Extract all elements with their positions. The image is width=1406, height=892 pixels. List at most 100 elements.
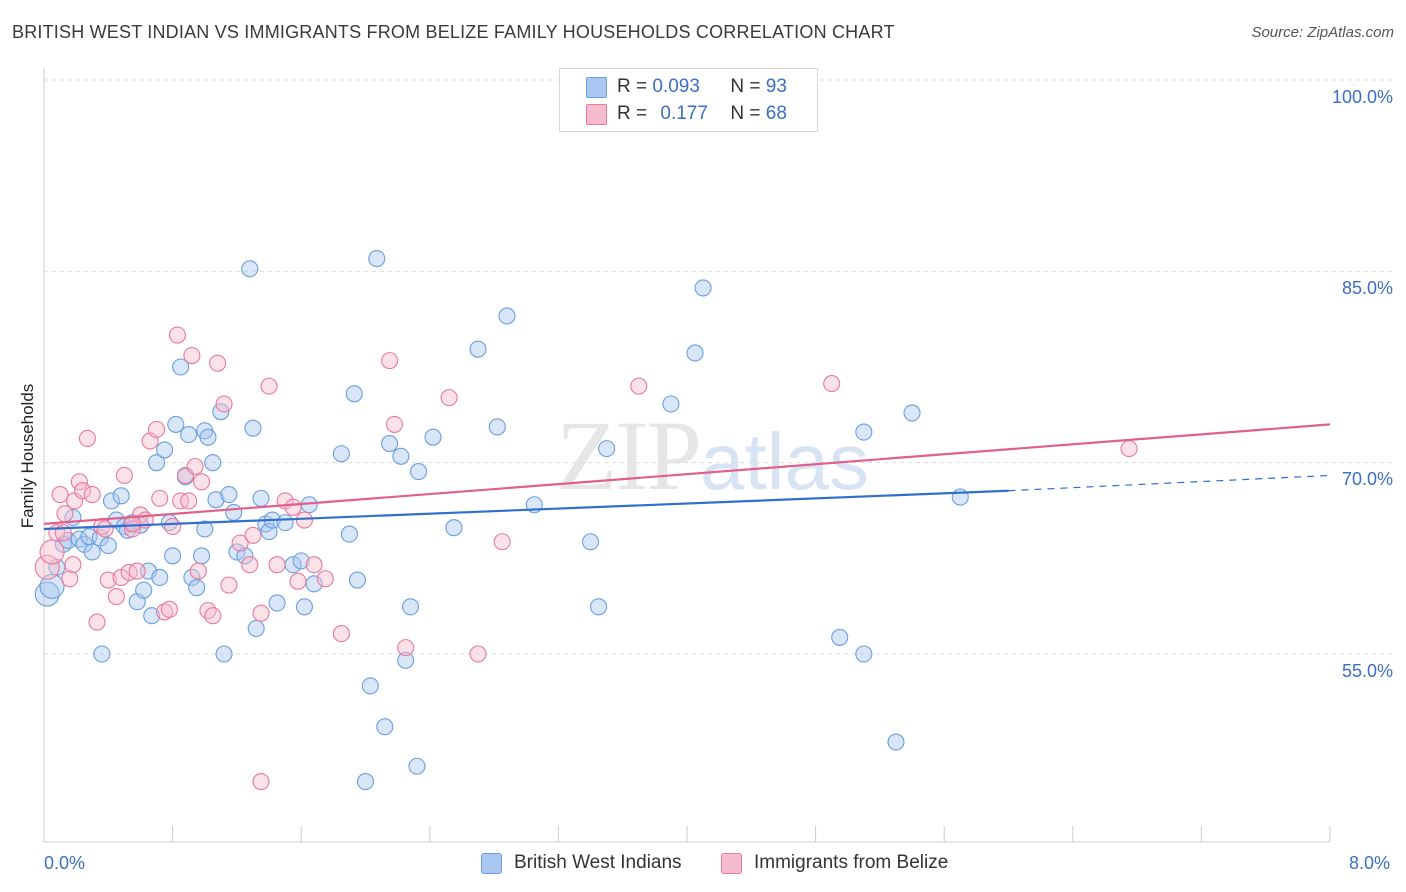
- legend-label: British West Indians: [514, 852, 682, 873]
- legend-item-immigrants-from-belize[interactable]: Immigrants from Belize: [721, 852, 948, 874]
- stats-legend: R = 0.093 N = 93 R = 0.177 N = 68: [559, 68, 818, 132]
- r-label: R =: [617, 103, 653, 124]
- y-tick-70: 70.0%: [1341, 469, 1393, 489]
- data-point: [220, 576, 238, 594]
- r-label: R =: [617, 76, 653, 97]
- data-point: [160, 600, 178, 618]
- data-point: [260, 377, 278, 395]
- legend-label: Immigrants from Belize: [754, 852, 949, 873]
- data-point: [385, 415, 403, 433]
- data-point: [831, 628, 849, 646]
- data-point: [694, 279, 712, 297]
- data-point: [823, 375, 841, 393]
- data-point: [199, 428, 217, 446]
- data-point: [289, 572, 307, 590]
- data-point: [115, 466, 133, 484]
- data-point: [39, 573, 65, 599]
- data-point: [70, 473, 88, 491]
- data-point: [93, 645, 111, 663]
- data-point: [305, 556, 323, 574]
- data-point: [498, 307, 516, 325]
- data-point: [252, 604, 270, 622]
- data-point: [408, 757, 426, 775]
- data-point: [164, 517, 182, 535]
- data-point: [74, 482, 92, 500]
- data-point: [107, 588, 125, 606]
- data-point: [168, 326, 186, 344]
- data-point: [70, 530, 88, 548]
- data-point: [440, 389, 458, 407]
- data-point: [215, 395, 233, 413]
- data-point: [469, 340, 487, 358]
- data-point: [361, 677, 379, 695]
- data-point: [493, 533, 511, 551]
- series-british-west-indians: [34, 250, 969, 791]
- data-point: [445, 519, 463, 537]
- data-point: [598, 440, 616, 458]
- data-point: [39, 539, 65, 565]
- data-point: [64, 556, 82, 574]
- data-point: [102, 492, 121, 510]
- data-point: [887, 733, 905, 751]
- legend-swatch-blue: [481, 852, 502, 874]
- data-point: [356, 773, 375, 791]
- y-tick-100: 100.0%: [1331, 87, 1393, 107]
- data-point: [188, 579, 206, 597]
- data-point: [34, 581, 60, 607]
- data-point: [662, 395, 680, 413]
- data-point: [295, 598, 313, 616]
- data-point: [186, 457, 204, 476]
- data-point: [252, 489, 270, 507]
- data-point: [340, 525, 358, 543]
- legend-item-british-west-indians[interactable]: British West Indians: [481, 852, 682, 874]
- data-point: [401, 598, 420, 616]
- data-point: [128, 562, 146, 580]
- data-point: [295, 511, 313, 529]
- data-point: [183, 346, 201, 365]
- data-point: [151, 489, 169, 507]
- x-tick-8: 8.0%: [1349, 853, 1391, 873]
- data-point: [172, 358, 190, 376]
- trend-line-extension-british-west-indians: [1008, 474, 1331, 492]
- data-point: [284, 498, 302, 516]
- data-point: [581, 533, 600, 551]
- data-point: [192, 547, 211, 565]
- data-point: [78, 429, 96, 447]
- n-value: 68: [765, 103, 787, 124]
- data-point: [276, 514, 294, 532]
- legend-swatch-pink: [721, 852, 742, 874]
- data-point: [244, 526, 262, 544]
- data-point: [332, 445, 350, 463]
- data-point: [192, 473, 211, 491]
- data-point: [209, 354, 227, 372]
- data-point: [392, 447, 410, 465]
- data-point: [316, 570, 334, 588]
- chart-title: BRITISH WEST INDIAN VS IMMIGRANTS FROM B…: [12, 22, 895, 42]
- swatch-blue: [586, 76, 607, 98]
- data-point: [231, 534, 249, 552]
- data-point: [348, 571, 367, 589]
- data-point: [88, 613, 106, 631]
- data-point: [220, 486, 238, 504]
- data-point: [686, 344, 704, 362]
- data-point: [247, 619, 265, 638]
- stats-row-blue: R = 0.093 N = 93: [586, 74, 787, 100]
- data-point: [236, 547, 254, 565]
- data-point: [228, 543, 246, 561]
- data-point: [112, 487, 130, 505]
- n-label: N =: [730, 103, 766, 124]
- data-point: [61, 570, 79, 588]
- r-value: 0.177: [660, 103, 708, 124]
- data-point: [167, 415, 185, 433]
- data-point: [381, 434, 399, 453]
- data-point: [397, 639, 415, 657]
- data-point: [855, 423, 873, 441]
- data-point: [183, 568, 201, 587]
- x-tick-0: 0.0%: [44, 853, 86, 873]
- series-legend: British West Indians Immigrants from Bel…: [0, 852, 1406, 878]
- data-point: [409, 463, 428, 481]
- swatch-pink: [586, 103, 607, 125]
- data-point: [381, 352, 399, 370]
- data-point: [156, 603, 174, 621]
- data-point: [147, 420, 166, 439]
